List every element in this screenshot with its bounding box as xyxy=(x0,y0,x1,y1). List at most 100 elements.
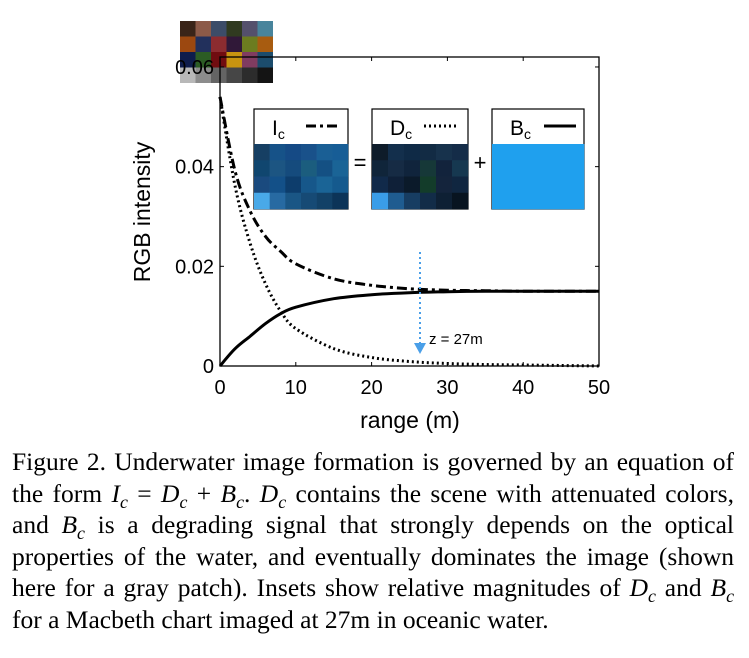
inset-patch xyxy=(254,144,270,161)
inset-patch xyxy=(492,144,585,210)
depth-annotation: z = 27m xyxy=(414,252,483,354)
macbeth-patch xyxy=(180,21,196,37)
macbeth-patch xyxy=(226,21,242,37)
caption-math: I xyxy=(111,478,120,508)
inset-patch xyxy=(420,160,437,177)
macbeth-patch xyxy=(242,67,258,83)
inset-patch xyxy=(269,144,286,161)
caption-math: = xyxy=(127,478,162,508)
inset-patch xyxy=(436,144,453,161)
macbeth-patch xyxy=(242,21,258,37)
inset-patch xyxy=(388,176,405,194)
inset-patch xyxy=(254,160,270,177)
inset-patch xyxy=(332,144,349,161)
inset-patch xyxy=(301,160,317,177)
caption-math-subscript: c xyxy=(77,523,85,544)
macbeth-patch xyxy=(211,67,227,83)
caption-math-subscript: c xyxy=(119,491,128,512)
caption-math: + xyxy=(187,478,221,508)
inset-patch xyxy=(316,192,333,210)
macbeth-patch xyxy=(257,36,273,52)
macbeth-patch xyxy=(257,21,273,37)
macbeth-patch xyxy=(242,36,258,52)
depth-marker-arrowhead xyxy=(414,343,426,354)
inset-patch xyxy=(285,176,302,194)
macbeth-patch xyxy=(226,52,242,68)
series-Dc-line xyxy=(218,96,600,368)
caption-math-subscript: c xyxy=(726,586,734,607)
caption-text: . xyxy=(244,478,260,508)
inset-patch xyxy=(452,144,469,161)
figure-caption: Figure 2. Underwater image formation is … xyxy=(12,446,734,635)
inset-patch xyxy=(452,192,469,210)
inset-label-subscript: c xyxy=(405,126,412,142)
macbeth-patch xyxy=(257,67,273,83)
inset-patch xyxy=(372,160,389,177)
inset-patch xyxy=(452,160,469,177)
y-axis-label: RGB intensity xyxy=(129,141,155,282)
inset-label-subscript: c xyxy=(278,126,285,142)
inset-patch xyxy=(436,192,453,210)
inset-patch xyxy=(316,176,333,194)
inset-patch xyxy=(404,144,421,161)
x-tick-label: 10 xyxy=(285,377,307,399)
axis-ticks: 0 10 20 30 40 50 0 0.02 0.04 0.06 xyxy=(175,57,610,399)
x-tick-label: 50 xyxy=(588,377,610,399)
macbeth-patch xyxy=(211,52,227,68)
x-tick-label: 40 xyxy=(512,377,534,399)
inset-patch xyxy=(452,176,469,194)
y-tick-label: 0.04 xyxy=(175,157,214,179)
inset-patch xyxy=(269,160,286,177)
caption-text: Figure 2. Underwater image formation is … xyxy=(12,447,734,508)
y-tick-label: 0 xyxy=(203,356,214,378)
inset-patch xyxy=(436,176,453,194)
inset-patch xyxy=(404,176,421,194)
caption-math-subscript: c xyxy=(648,586,656,607)
plot-frame xyxy=(219,56,600,367)
macbeth-patch xyxy=(257,52,273,68)
depth-annotation-label: z = 27m xyxy=(429,331,483,348)
y-tick-label: 0.06 xyxy=(175,57,214,79)
caption-text: for a Macbeth chart imaged at 27m in oce… xyxy=(12,604,549,634)
macbeth-patch xyxy=(195,21,211,37)
macbeth-patch xyxy=(242,52,258,68)
caption-math: D xyxy=(259,478,279,508)
chart-series xyxy=(218,96,600,368)
inset-patch xyxy=(269,176,286,194)
inset-patch xyxy=(420,176,437,194)
x-tick-label: 0 xyxy=(214,377,225,399)
inset-patch xyxy=(254,176,270,194)
x-tick-label: 30 xyxy=(436,377,458,399)
macbeth-patch xyxy=(180,52,196,68)
inset-patch xyxy=(404,160,421,177)
caption-math: D xyxy=(629,573,649,602)
inset-Dc: Dc xyxy=(371,108,469,210)
figure-chart: 0 10 20 30 40 50 0 0.02 0.04 0.06 z = 27m Ic=Dc+B… xyxy=(129,21,610,433)
inset-patch xyxy=(372,192,389,210)
inset-patch xyxy=(301,144,317,161)
macbeth-patch xyxy=(211,21,227,37)
caption-text: is a degrading signal that strongly depe… xyxy=(12,510,734,602)
inset-patch xyxy=(285,144,302,161)
inset-patch xyxy=(301,192,317,210)
inset-patch xyxy=(269,192,286,210)
macbeth-patch xyxy=(195,36,211,52)
inset-patch xyxy=(372,144,389,161)
caption-text: and xyxy=(655,573,711,602)
caption-math: D xyxy=(161,478,180,508)
macbeth-patch xyxy=(226,36,242,52)
inset-operator: + xyxy=(474,150,487,175)
inset-patch xyxy=(301,176,317,194)
inset-patch xyxy=(332,192,349,210)
inset-patch xyxy=(285,192,302,210)
inset-patch xyxy=(436,160,453,177)
macbeth-patch xyxy=(180,67,196,83)
inset-patch xyxy=(332,176,349,194)
inset-label-subscript: c xyxy=(524,126,531,142)
caption-math-subscript: c xyxy=(236,491,245,512)
caption-math-subscript: c xyxy=(278,491,287,512)
caption-math: B xyxy=(61,510,78,539)
inset-patch xyxy=(254,192,270,210)
inset-patch xyxy=(332,160,349,177)
series-Ic-line xyxy=(218,96,599,293)
